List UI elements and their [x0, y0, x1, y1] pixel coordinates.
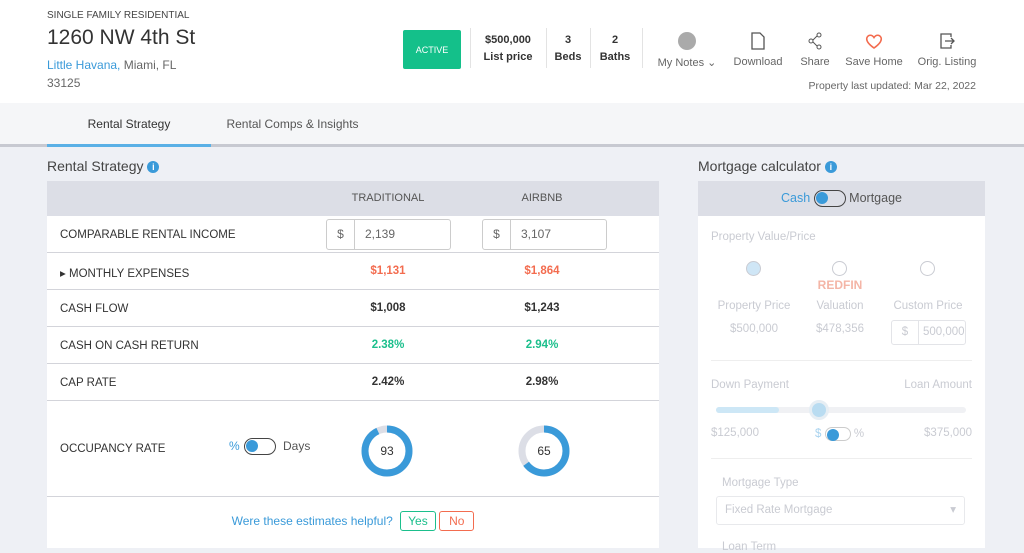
valuation-radio[interactable] [832, 261, 847, 276]
save-home-button[interactable]: Save Home [842, 30, 906, 68]
custom-price-input[interactable]: $500,000 [891, 320, 966, 345]
row-label: CASH FLOW [60, 303, 129, 315]
traditional-income-input[interactable]: $2,139 [326, 219, 451, 250]
property-price-radio[interactable] [746, 261, 761, 276]
option-label: Custom Price [893, 300, 963, 312]
baths: 2 Baths [599, 34, 631, 63]
status-badge: ACTIVE [403, 30, 461, 69]
download-button[interactable]: Download [730, 30, 786, 68]
mortgage-calculator: Cash Mortgage Property Value/Price REDFI… [698, 181, 985, 553]
table-row: CASH FLOW $1,008 $1,243 [47, 290, 659, 327]
value: $1,864 [524, 265, 560, 277]
value: $1,131 [370, 265, 406, 277]
my-notes-button[interactable]: My Notes ⌄ [655, 30, 719, 69]
property-type: SINGLE FAMILY RESIDENTIAL [47, 10, 190, 21]
expand-triangle-icon: ▸ [60, 268, 66, 280]
share-icon [808, 32, 822, 50]
tab-rental-strategy[interactable]: Rental Strategy [47, 103, 211, 147]
days-label: Days [283, 439, 311, 453]
occupancy-row: OCCUPANCY RATE % Days 93 65 [47, 401, 659, 497]
pdf-icon [751, 32, 765, 50]
neighborhood-link[interactable]: Little Havana, [47, 58, 121, 72]
zip: 33125 [47, 76, 81, 90]
value: 2.42% [371, 376, 405, 388]
property-location: Little Havana, Miami, FL 33125 [47, 56, 176, 92]
donut-value: 65 [537, 444, 551, 458]
notes-avatar-icon [678, 32, 696, 50]
row-label: COMPARABLE RENTAL INCOME [60, 229, 236, 241]
table-row: COMPARABLE RENTAL INCOME $2,139 $3,107 [47, 216, 659, 253]
info-icon[interactable]: i [824, 161, 837, 173]
share-button[interactable]: Share [798, 30, 832, 68]
last-updated: Property last updated: Mar 22, 2022 [808, 80, 976, 92]
table-row[interactable]: ▸ MONTHLY EXPENSES $1,131 $1,864 [47, 253, 659, 290]
mortgage-title: Mortgage calculator i [698, 158, 837, 174]
table-row: CASH ON CASH RETURN 2.38% 2.94% [47, 327, 659, 364]
list-price: $500,000 List price [483, 34, 533, 63]
tab-rental-comps[interactable]: Rental Comps & Insights [226, 117, 359, 131]
city: Miami, FL [123, 58, 177, 72]
value: 2.94% [525, 339, 559, 351]
down-payment-label: Down Payment [711, 379, 789, 391]
down-payment-slider[interactable] [716, 400, 966, 420]
orig-listing-button[interactable]: Orig. Listing [914, 30, 980, 68]
no-button[interactable]: No [439, 511, 475, 531]
traditional-occupancy-donut: 93 [361, 425, 413, 477]
yes-button[interactable]: Yes [400, 511, 436, 531]
option-label: Valuation [816, 300, 864, 312]
row-label: CAP RATE [60, 377, 117, 389]
heart-icon [865, 33, 883, 49]
property-value-label: Property Value/Price [711, 231, 816, 243]
tab-bar: Rental Strategy Rental Comps & Insights [0, 103, 1024, 147]
rental-strategy-title: Rental Strategy i [47, 158, 160, 174]
mortgage-type-label: Mortgage Type [722, 477, 799, 489]
mortgage-type-select[interactable]: Fixed Rate Mortgage ▾ [716, 496, 965, 525]
dollar-percent-toggle[interactable] [824, 427, 851, 441]
percent-label: % [229, 439, 240, 453]
occupancy-unit-toggle[interactable] [244, 438, 276, 455]
donut-fill [518, 425, 570, 477]
col-airbnb: AIRBNB [521, 192, 563, 204]
value: 2.38% [371, 339, 405, 351]
option-value: $500,000 [730, 323, 778, 335]
table-row: CAP RATE 2.42% 2.98% [47, 364, 659, 401]
mortgage-label: Mortgage [849, 191, 902, 205]
value: 2.98% [525, 376, 559, 388]
row-label[interactable]: ▸ MONTHLY EXPENSES [60, 268, 190, 280]
airbnb-income-input[interactable]: $3,107 [482, 219, 607, 250]
loan-amount-value: $375,000 [924, 427, 972, 439]
slider-handle[interactable] [808, 400, 829, 420]
col-traditional: TRADITIONAL [351, 192, 425, 204]
loan-term-label: Loan Term [722, 541, 777, 553]
dropdown-arrow-icon: ▾ [950, 504, 956, 516]
custom-price-radio[interactable] [920, 261, 935, 276]
redfin-logo: REDFIN [817, 278, 863, 292]
value: $1,243 [524, 302, 560, 314]
cash-label: Cash [781, 191, 811, 205]
airbnb-occupancy-donut: 65 [518, 425, 570, 477]
feedback-bar: Were these estimates helpful? Yes No [47, 511, 659, 531]
donut-value: 93 [380, 444, 394, 458]
row-label: CASH ON CASH RETURN [60, 340, 199, 352]
feedback-question: Were these estimates helpful? [231, 514, 393, 528]
beds: 3 Beds [554, 34, 582, 63]
external-link-icon [940, 33, 955, 49]
property-address: 1260 NW 4th St [47, 26, 196, 49]
cash-mortgage-toggle[interactable] [813, 190, 846, 208]
loan-amount-label: Loan Amount [904, 379, 972, 391]
info-icon[interactable]: i [147, 161, 160, 173]
row-label: OCCUPANCY RATE [60, 443, 166, 455]
option-label: Property Price [717, 300, 791, 312]
donut-fill [361, 425, 413, 477]
property-header: SINGLE FAMILY RESIDENTIAL 1260 NW 4th St… [0, 0, 1024, 103]
value: $1,008 [370, 302, 406, 314]
option-value: $478,356 [816, 323, 864, 335]
rental-strategy-table: TRADITIONAL AIRBNB COMPARABLE RENTAL INCO… [47, 181, 659, 548]
down-payment-value: $125,000 [711, 427, 759, 439]
